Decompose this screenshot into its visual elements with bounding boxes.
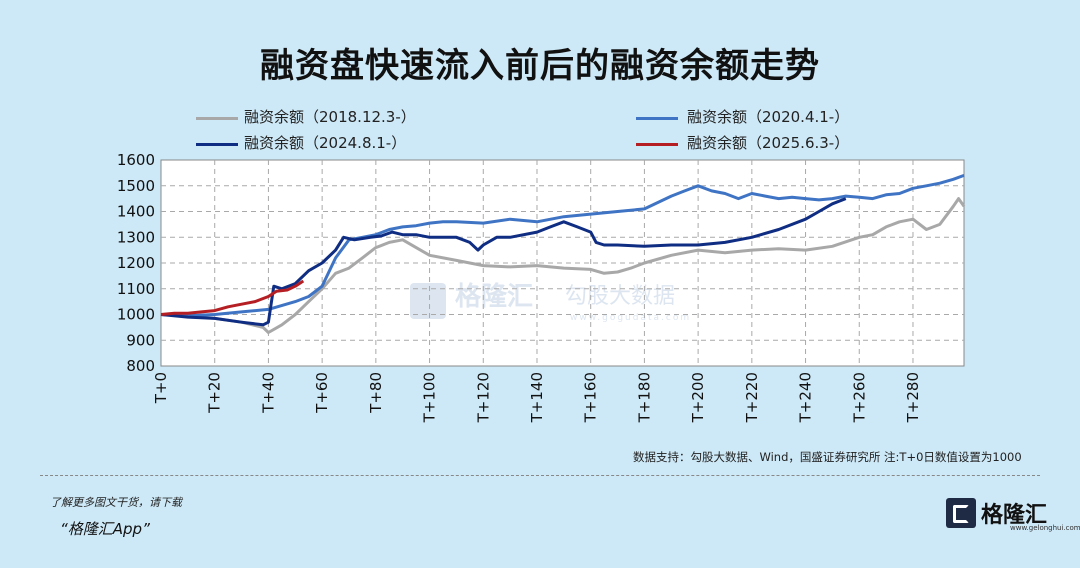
x-tick-label: T+60 <box>313 372 331 414</box>
x-tick-label: T+0 <box>152 372 170 404</box>
legend-label: 融资余额（2024.8.1-） <box>244 134 407 152</box>
y-tick-label: 1100 <box>117 280 155 298</box>
series-line-4 <box>160 279 305 316</box>
x-tick-label: T+140 <box>528 372 546 423</box>
x-tick-label: T+100 <box>421 372 439 423</box>
legend-swatch <box>196 143 238 146</box>
watermark-url: www.gogudata.com <box>570 313 691 323</box>
legend-swatch <box>196 117 238 120</box>
chart-title: 融资盘快速流入前后的融资余额走势 <box>260 46 820 86</box>
y-tick-label: 1300 <box>117 228 155 246</box>
promo-line-1: 了解更多图文干货，请下载 <box>50 496 182 509</box>
y-tick-label: 1400 <box>117 203 155 221</box>
y-tick-label: 900 <box>126 331 155 349</box>
x-tick-label: T+220 <box>743 372 761 423</box>
x-tick-label: T+20 <box>206 372 224 414</box>
x-tick-label: T+40 <box>259 372 277 414</box>
y-tick-label: 1500 <box>117 177 155 195</box>
legend-label: 融资余额（2020.4.1-） <box>687 108 850 126</box>
series-line-3 <box>160 197 847 327</box>
x-tick-label: T+160 <box>582 372 600 423</box>
x-tick-label: T+180 <box>635 372 653 423</box>
x-tick-label: T+80 <box>367 372 385 414</box>
y-tick-label: 800 <box>126 357 155 375</box>
x-tick-label: T+200 <box>689 372 707 423</box>
x-tick-label: T+260 <box>850 372 868 423</box>
legend-label: 融资余额（2018.12.3-） <box>244 108 416 126</box>
watermark-logo-icon <box>410 283 446 319</box>
y-tick-label: 1600 <box>117 151 155 169</box>
source-note: 数据支持：勾股大数据、Wind，国盛证券研究所 注:T+0日数值设置为1000 <box>633 450 1022 464</box>
logo-url: www.gelonghui.com <box>1010 524 1080 532</box>
gelonghui-logo-icon <box>946 498 976 528</box>
promo-line-2: “格隆汇App” <box>60 520 150 538</box>
logo-text: 格隆汇 <box>981 503 1048 528</box>
x-tick-label: T+120 <box>474 372 492 423</box>
x-tick-label: T+240 <box>797 372 815 423</box>
y-tick-label: 1200 <box>117 254 155 272</box>
y-tick-label: 1000 <box>117 306 155 324</box>
watermark-brand: 格隆汇 <box>455 281 533 312</box>
series-line-2 <box>160 173 965 318</box>
watermark-sub: 勾股大数据 <box>565 284 675 309</box>
legend-swatch <box>636 143 678 146</box>
divider <box>40 475 1040 476</box>
x-tick-label: T+280 <box>904 372 922 423</box>
legend-swatch <box>636 117 678 120</box>
series-line-1 <box>160 197 966 334</box>
legend-label: 融资余额（2025.6.3-） <box>687 134 850 152</box>
